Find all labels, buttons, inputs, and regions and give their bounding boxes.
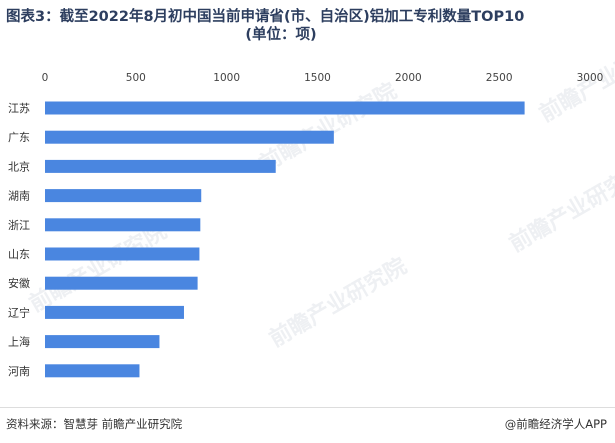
x-tick-label: 1000 — [213, 72, 240, 84]
x-tick-label: 2500 — [486, 72, 513, 84]
bar — [45, 159, 276, 173]
footer: 资料来源：智慧芽 前瞻产业研究院 @前瞻经济学人APP — [0, 407, 615, 443]
bar — [45, 305, 184, 319]
chart-title-line1: 图表3：截至2022年8月初中国当前申请省(市、自治区)铝加工专利数量TOP10 — [6, 9, 525, 25]
category-label: 河南 — [8, 365, 30, 378]
bar — [45, 189, 202, 203]
x-tick-label: 3000 — [577, 72, 604, 84]
chart-title: 图表3：截至2022年8月初中国当前申请省(市、自治区)铝加工专利数量TOP10… — [6, 8, 606, 44]
bar — [45, 101, 525, 115]
chart-title-unit: (单位：项) — [245, 27, 317, 43]
bar — [45, 364, 140, 378]
bar-chart: 0 500 1000 1500 2000 2500 3000 江苏广东北京湖南浙江山东安徽辽宁… — [8, 72, 604, 378]
brand-label: @前瞻经济学人APP — [504, 417, 607, 431]
x-tick-label: 500 — [126, 72, 146, 84]
category-label: 浙江 — [8, 219, 30, 232]
x-tick-label: 1500 — [304, 72, 331, 84]
bar — [45, 276, 198, 290]
source-note: 资料来源：智慧芽 前瞻产业研究院 — [6, 417, 183, 431]
x-tick-label: 0 — [42, 72, 49, 84]
x-tick-label: 2000 — [395, 72, 422, 84]
category-label: 山东 — [8, 248, 30, 261]
category-label: 湖南 — [8, 190, 30, 203]
category-label: 辽宁 — [8, 305, 30, 319]
category-label: 广东 — [8, 131, 30, 144]
category-label: 北京 — [8, 159, 30, 173]
bar — [45, 247, 200, 261]
category-label: 安徽 — [8, 276, 30, 290]
bar — [45, 218, 201, 232]
category-label: 上海 — [8, 335, 30, 349]
bar — [45, 130, 334, 144]
category-label: 江苏 — [8, 102, 30, 115]
bar — [45, 335, 160, 349]
